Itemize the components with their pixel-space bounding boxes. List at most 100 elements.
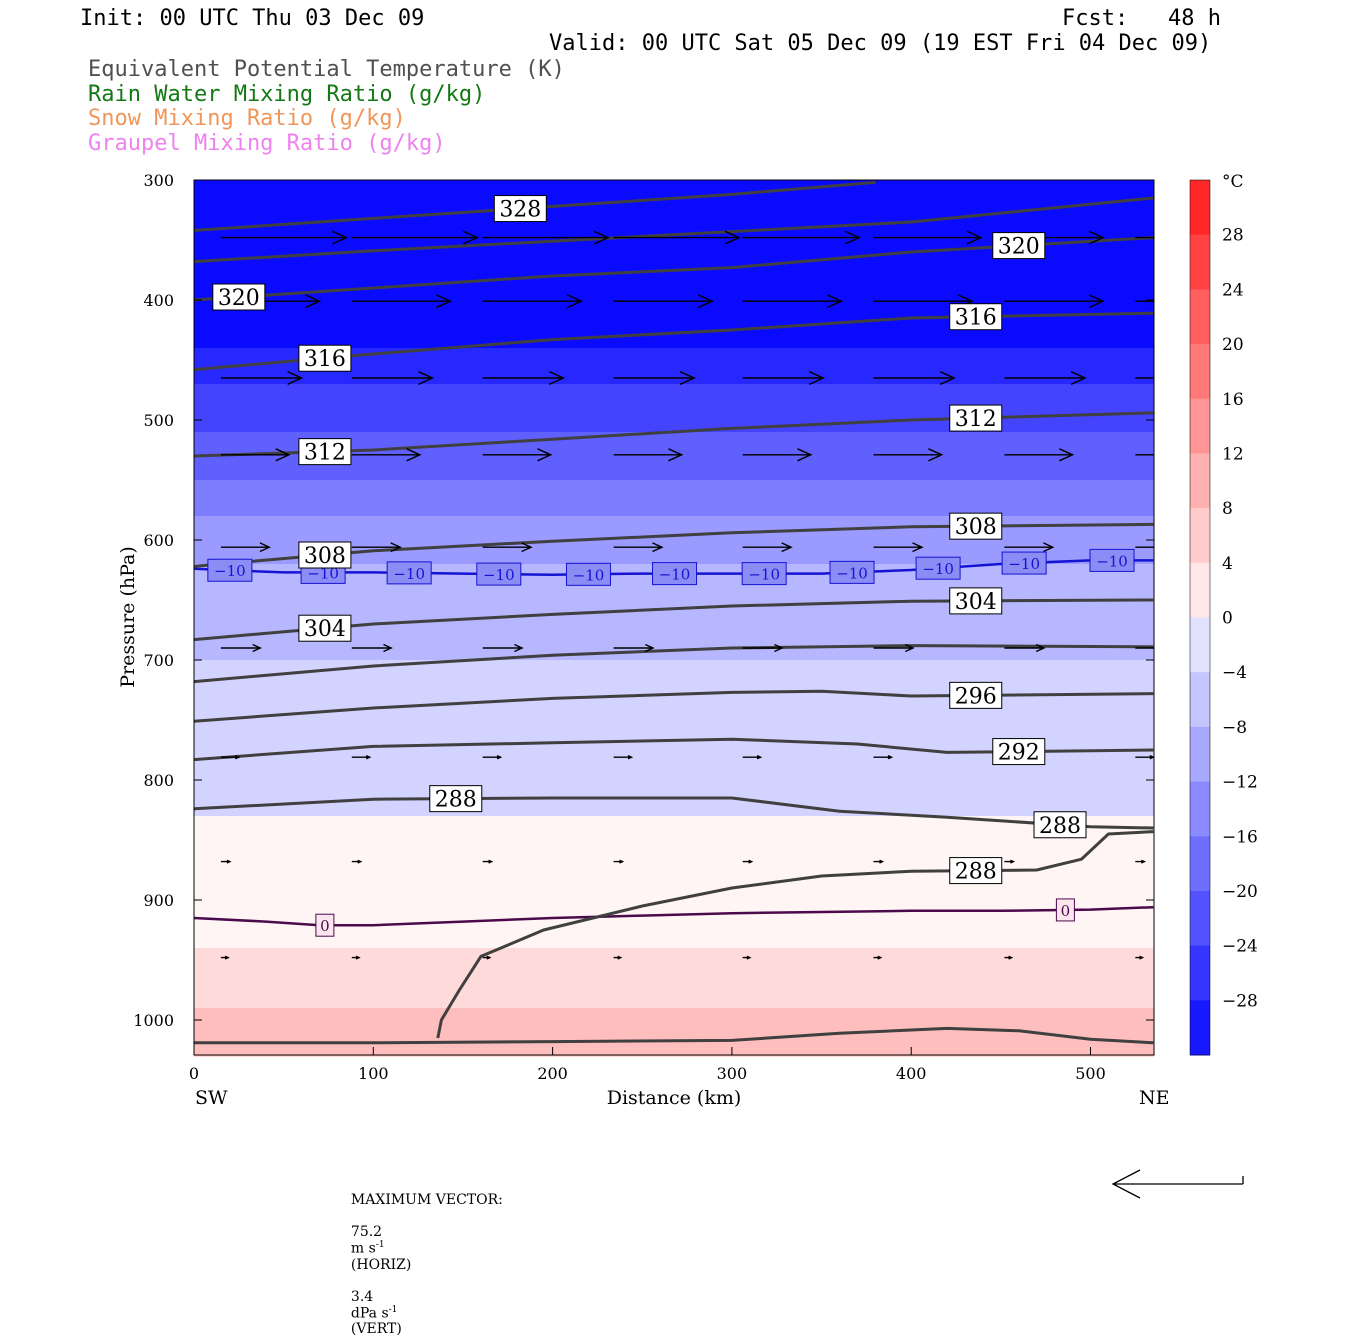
max-vector-arrow xyxy=(1111,1169,1244,1199)
colorbar-band xyxy=(1190,945,1210,1001)
theta-e-label: 288 xyxy=(435,788,477,813)
y-tick-label: 700 xyxy=(143,651,174,670)
wind-vector xyxy=(351,448,422,462)
theta-e-line xyxy=(436,830,1154,1039)
theta-e-label: 320 xyxy=(218,286,260,311)
y-tick-label: 400 xyxy=(143,291,174,310)
wind-vector xyxy=(482,542,533,553)
isotherm-label: −10 xyxy=(483,566,515,584)
temperature-band xyxy=(194,756,1154,769)
wind-vector xyxy=(873,230,983,245)
max-vector-horiz-exp: -1 xyxy=(375,1240,385,1250)
temperature-band xyxy=(194,288,1154,301)
y-tick-label: 1000 xyxy=(133,1011,174,1030)
wind-vector xyxy=(482,859,494,864)
wind-vector xyxy=(351,542,402,553)
colorbar-band xyxy=(1190,562,1210,618)
isotherm-label: 0 xyxy=(1061,902,1071,920)
isotherm-label: −10 xyxy=(214,562,246,580)
colorbar-band xyxy=(1190,672,1210,728)
y-tick-label: 300 xyxy=(143,171,174,190)
temperature-band xyxy=(194,588,1154,601)
colorbar-band xyxy=(1190,398,1210,454)
colorbar-band xyxy=(1190,781,1210,837)
max-vector-horiz-value: 75.2 xyxy=(350,1224,383,1240)
temperature-band xyxy=(194,360,1154,373)
y-tick-label: 800 xyxy=(143,771,174,790)
temperature-band xyxy=(194,936,1154,949)
theta-e-label-box xyxy=(298,344,352,372)
wind-vector xyxy=(482,294,584,309)
temperature-band xyxy=(194,408,1154,421)
temperature-band xyxy=(194,384,1154,397)
isotherm-label-box xyxy=(652,562,698,586)
isotherm-label: −10 xyxy=(573,566,605,584)
temperature-band xyxy=(194,1008,1154,1021)
wind-vector xyxy=(1004,371,1087,385)
temperature-band xyxy=(194,804,1154,817)
contour-labels: −10 −10 −10 −10 −10 −10 −10 −10 −10 −10 −10 0 0 328 32… xyxy=(207,195,1135,937)
colorbar-band xyxy=(1190,617,1210,673)
temperature-band xyxy=(194,708,1154,721)
wind-vector xyxy=(613,230,741,245)
wind-vector xyxy=(1004,643,1046,653)
isotherm-label-box xyxy=(741,562,787,586)
temperature-band xyxy=(194,180,1154,193)
temperature-band xyxy=(194,900,1154,913)
wind-vector xyxy=(482,230,610,245)
wind-vector xyxy=(742,230,861,245)
max-vector-horiz-tag: (HORIZ) xyxy=(350,1256,412,1273)
wind-vector xyxy=(1135,236,1154,239)
theta-e-label: 312 xyxy=(304,441,346,466)
wind-vector xyxy=(613,294,714,309)
colorbar-band xyxy=(1190,453,1210,509)
wind-vector xyxy=(220,859,232,864)
temperature-band xyxy=(194,960,1154,973)
theta-e-label-box xyxy=(949,512,1003,540)
temperature-band xyxy=(194,600,1154,613)
max-vector-vert-unit: dPa s xyxy=(350,1305,389,1322)
theta-e-label: 288 xyxy=(1039,814,1081,839)
x-end-label-left: SW xyxy=(195,1087,228,1109)
temperature-band xyxy=(194,912,1154,925)
temperature-band xyxy=(194,504,1154,517)
x-tick-label: 400 xyxy=(896,1064,927,1083)
temperature-band xyxy=(194,768,1154,781)
wind-vector xyxy=(220,754,241,760)
legend-rain-water: Rain Water Mixing Ratio (g/kg) xyxy=(88,82,486,107)
y-tick-label: 500 xyxy=(143,411,174,430)
temperature-band xyxy=(194,864,1154,877)
theta-e-label: 304 xyxy=(955,590,997,615)
theta-e-label-box xyxy=(212,283,266,311)
colorbar-tick-label: 24 xyxy=(1222,280,1244,300)
isotherm-label: −10 xyxy=(1096,552,1128,570)
wind-vector xyxy=(613,859,625,864)
temperature-band xyxy=(194,828,1154,841)
x-tick-label: 500 xyxy=(1075,1064,1106,1083)
theta-e-label: 308 xyxy=(304,544,346,569)
init-time: Init: 00 UTC Thu 03 Dec 09 xyxy=(80,6,425,31)
theta-e-label: 308 xyxy=(955,515,997,540)
x-axis-label: Distance (km) xyxy=(607,1087,742,1109)
temperature-band xyxy=(194,204,1154,217)
max-vector-vert-value: 3.4 xyxy=(350,1288,374,1305)
temperature-band xyxy=(194,420,1154,433)
max-vector-caption: MAXIMUM VECTOR: 75.2 m s-1 (HORIZ) 3.4 d… xyxy=(342,1176,503,1337)
wind-vector xyxy=(873,955,883,960)
max-vector-label: MAXIMUM VECTOR: xyxy=(350,1192,503,1208)
colorbar-tick-label: −16 xyxy=(1222,827,1258,847)
wind-vector xyxy=(1004,542,1055,553)
isotherm-label: −10 xyxy=(748,566,780,584)
temperature-band xyxy=(194,780,1154,793)
max-vector-vert-exp: -1 xyxy=(388,1304,398,1315)
legend-snow: Snow Mixing Ratio (g/kg) xyxy=(88,106,406,131)
colorbar-band xyxy=(1190,234,1210,290)
wind-vector xyxy=(220,448,291,462)
temperature-band xyxy=(194,840,1154,853)
theta-e-label: 328 xyxy=(499,198,541,223)
forecast-hour: Fcst: 48 h xyxy=(1062,6,1221,31)
wind-vector xyxy=(351,294,453,309)
wind-vector xyxy=(613,542,664,553)
wind-vector xyxy=(351,859,363,864)
wind-vector xyxy=(220,643,262,653)
